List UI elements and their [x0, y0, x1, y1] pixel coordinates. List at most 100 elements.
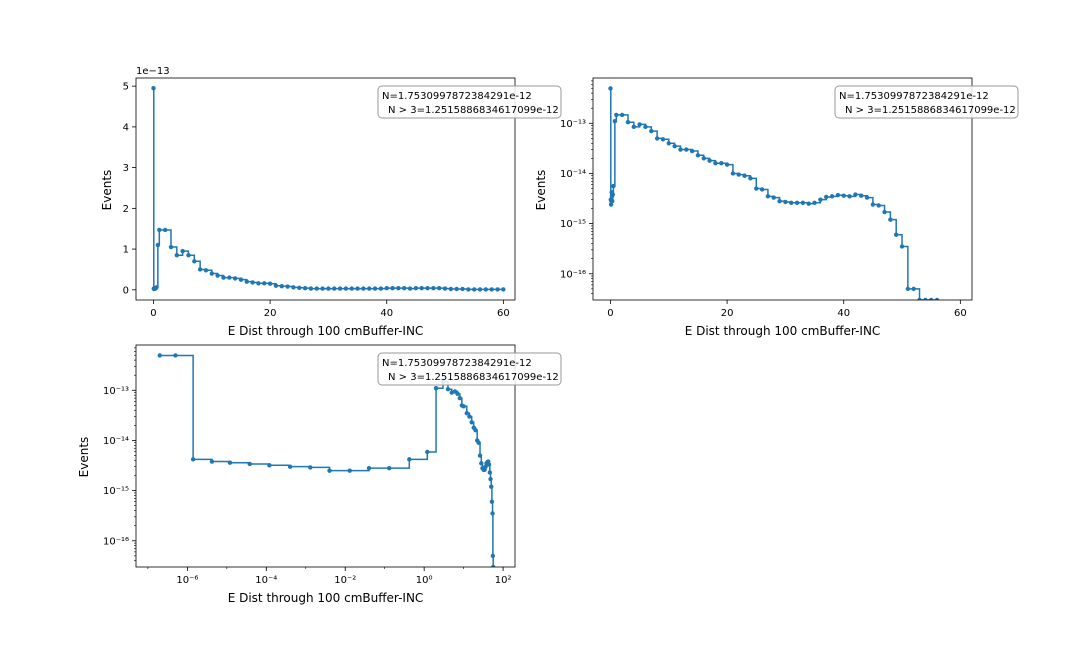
data-point — [864, 195, 870, 200]
data-point — [372, 286, 378, 291]
data-point — [501, 287, 506, 292]
y-tick-label: 0 — [123, 285, 129, 296]
data-point — [192, 259, 197, 264]
data-point — [197, 267, 203, 272]
x-axis-label: E Dist through 100 cmBuffer-INC — [228, 591, 424, 605]
data-point — [701, 156, 706, 161]
data-point — [407, 457, 412, 462]
x-tick-label: 40 — [380, 308, 393, 319]
data-point — [672, 143, 677, 149]
x-tick-label: 10⁻⁴ — [255, 575, 277, 586]
annotation-box — [377, 352, 562, 386]
y-tick-label: 10⁻¹³ — [103, 386, 129, 397]
x-tick-label: 0 — [150, 308, 156, 319]
data-point — [789, 200, 794, 206]
data-point — [684, 147, 689, 152]
y-tick-label: 10⁻¹⁶ — [560, 269, 586, 280]
data-point — [460, 286, 465, 292]
data-point — [660, 137, 666, 142]
data-point — [608, 86, 613, 91]
data-point — [469, 420, 474, 425]
data-point — [174, 252, 180, 258]
data-point — [332, 286, 337, 291]
data-point — [250, 280, 255, 285]
data-point — [917, 297, 922, 300]
data-point — [806, 201, 811, 206]
data-point — [320, 286, 325, 291]
data-point — [433, 386, 439, 391]
data-point — [337, 286, 343, 291]
data-point — [367, 286, 372, 291]
data-point — [489, 484, 494, 489]
data-point — [203, 268, 209, 273]
y-tick-label: 10⁻¹³ — [560, 119, 586, 130]
data-point — [227, 275, 232, 280]
data-point — [748, 176, 753, 181]
data-point — [287, 464, 293, 469]
x-tick-label: 0 — [607, 308, 613, 319]
annotation-line-1: N=1.7530997872384291e-12 — [382, 358, 532, 369]
axes-frame — [135, 344, 516, 568]
data-point — [610, 192, 616, 197]
data-point — [479, 461, 484, 466]
data-point — [347, 468, 352, 473]
data-point — [631, 124, 637, 130]
data-point — [215, 273, 220, 278]
data-point — [247, 461, 252, 467]
data-point — [285, 284, 290, 289]
data-point — [256, 281, 261, 286]
x-tick-label: 60 — [497, 308, 510, 319]
data-point — [461, 404, 466, 409]
data-point — [477, 287, 483, 292]
data-point — [859, 193, 864, 198]
data-point — [437, 285, 442, 291]
y-axis-label: Events — [100, 170, 114, 211]
data-point — [476, 440, 481, 445]
data-point — [378, 286, 384, 291]
data-point — [724, 162, 730, 167]
data-point — [232, 276, 238, 281]
data-point — [490, 553, 496, 559]
data-point — [847, 194, 852, 199]
data-point — [308, 465, 313, 470]
annotation-box — [834, 85, 1019, 119]
data-point — [490, 564, 496, 567]
data-point — [466, 287, 471, 292]
data-point — [413, 285, 419, 291]
data-point — [736, 172, 741, 177]
data-point — [157, 353, 162, 358]
data-point — [835, 192, 841, 198]
data-point — [495, 287, 500, 292]
data-point — [794, 200, 800, 206]
data-point — [425, 449, 430, 455]
data-point — [168, 244, 174, 250]
data-point — [800, 200, 806, 206]
data-point — [719, 161, 724, 166]
chart-3: 10⁻⁶ 10⁻⁴ 10⁻² 10⁰ 10² 10⁻¹³ 10⁻¹⁴ 10⁻¹⁵ 10⁻¹⁶ E … — [77, 344, 562, 605]
data-point — [911, 286, 916, 292]
data-point — [267, 463, 272, 468]
data-point — [384, 285, 389, 291]
data-point — [467, 414, 472, 419]
data-point — [876, 203, 881, 208]
data-point — [366, 465, 372, 471]
data-point — [637, 122, 642, 127]
data-point — [425, 285, 430, 291]
data-point — [326, 286, 331, 291]
data-point — [455, 391, 460, 397]
data-point — [612, 119, 618, 124]
y-tick-label: 10⁻¹⁵ — [103, 486, 129, 497]
data-point — [824, 194, 829, 200]
data-point — [611, 183, 616, 189]
annotation-line-1: N=1.7530997872384291e-12 — [382, 91, 532, 102]
x-tick-label: 10⁻⁶ — [176, 575, 198, 586]
data-point — [349, 286, 354, 291]
data-point — [361, 286, 366, 291]
data-point — [489, 287, 494, 292]
y-tick-label: 1 — [123, 245, 129, 256]
data-point — [180, 248, 185, 254]
x-tick-label: 10⁰ — [416, 575, 433, 586]
x-tick-label: 20 — [264, 308, 277, 319]
data-point — [713, 161, 718, 166]
data-point — [934, 297, 940, 300]
